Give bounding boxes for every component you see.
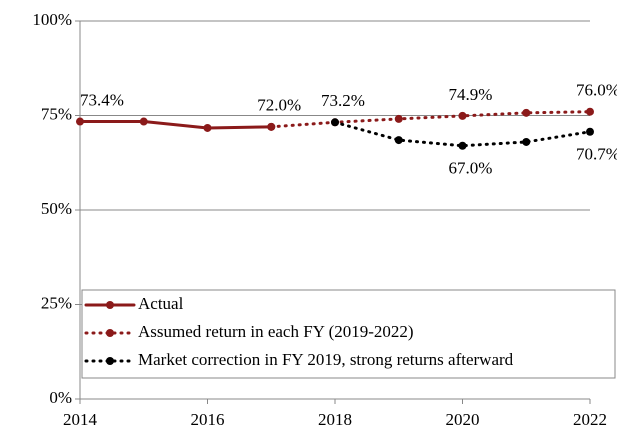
data-label: 76.0% <box>576 81 617 100</box>
legend-marker <box>106 329 114 337</box>
series-line <box>333 120 592 148</box>
data-point <box>331 118 339 127</box>
y-tick-label: 75% <box>41 104 72 123</box>
legend-label: Actual <box>138 294 184 313</box>
data-point <box>522 137 531 146</box>
data-label: 70.7% <box>576 145 617 164</box>
x-tick-label: 2016 <box>191 410 225 429</box>
x-tick-label: 2020 <box>446 410 480 429</box>
data-point <box>458 111 467 120</box>
series-line <box>269 110 592 129</box>
data-point <box>458 141 467 150</box>
data-point <box>267 122 276 131</box>
y-tick-label: 25% <box>41 293 72 312</box>
data-label: 73.4% <box>80 90 124 109</box>
data-label: 73.2% <box>321 91 365 110</box>
x-tick-label: 2022 <box>573 410 607 429</box>
legend-marker <box>106 357 114 365</box>
x-tick-label: 2014 <box>63 410 98 429</box>
data-label: 72.0% <box>257 96 301 115</box>
data-point <box>586 127 594 136</box>
data-point <box>394 114 403 123</box>
y-tick-label: 50% <box>41 199 72 218</box>
data-label: 74.9% <box>449 85 493 104</box>
legend-label: Market correction in FY 2019, strong ret… <box>138 350 514 369</box>
data-label: 67.0% <box>449 159 493 178</box>
legend-marker <box>106 301 114 309</box>
legend-label: Assumed return in each FY (2019-2022) <box>138 322 414 341</box>
series-line <box>78 120 273 130</box>
data-point <box>76 117 84 126</box>
data-point <box>139 117 148 126</box>
data-point <box>394 136 403 145</box>
legend-box <box>81 289 616 379</box>
data-point <box>203 123 212 132</box>
y-tick-label: 100% <box>32 10 72 29</box>
data-point <box>522 108 531 117</box>
y-tick-label: 0% <box>49 388 72 407</box>
x-tick-label: 2018 <box>318 410 352 429</box>
data-point <box>586 107 594 116</box>
